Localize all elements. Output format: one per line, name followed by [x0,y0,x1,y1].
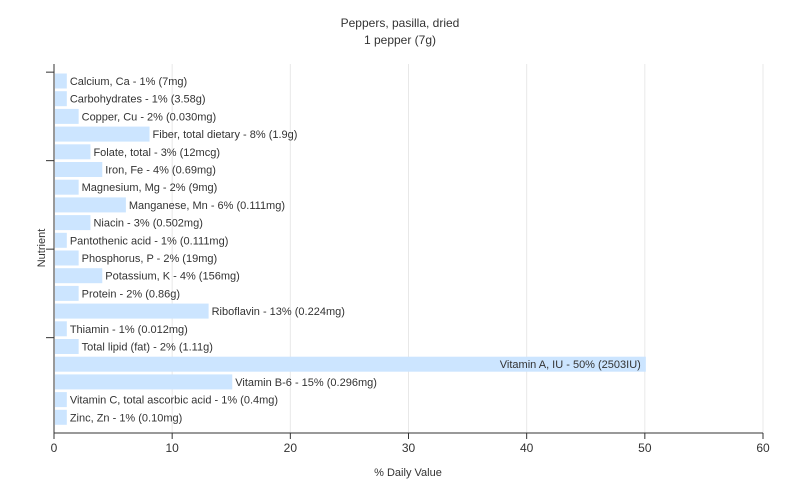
bar-data-label: Riboflavin - 13% (0.224mg) [212,306,345,318]
bar [55,91,67,107]
x-tick-label: 20 [284,441,298,455]
bar-data-label: Phosphorus, P - 2% (19mg) [82,253,218,265]
x-tick-label: 0 [51,441,58,455]
bar [55,250,79,266]
bar-data-label: Vitamin C, total ascorbic acid - 1% (0.4… [70,395,278,407]
bar [55,285,79,301]
chart-title: Peppers, pasilla, dried [341,16,460,30]
bar-data-label: Fiber, total dietary - 8% (1.9g) [153,129,298,141]
bar [55,197,126,213]
bar [55,374,233,390]
bar [55,409,67,425]
bar [55,356,646,372]
bar [55,232,67,248]
bar-data-label: Pantothenic acid - 1% (0.111mg) [70,235,229,247]
bar-data-label: Vitamin A, IU - 50% (2503IU) [500,359,641,371]
x-tick-label: 50 [638,441,652,455]
bar [55,392,67,408]
bar [55,339,79,354]
bar-data-label: Niacin - 3% (0.502mg) [93,218,202,230]
bar [55,215,91,231]
bar-data-label: Thiamin - 1% (0.012mg) [70,324,188,336]
bar-data-label: Folate, total - 3% (12mcg) [93,147,220,159]
bar-data-label: Magnesium, Mg - 2% (9mg) [82,182,218,194]
x-tick-label: 40 [520,441,534,455]
x-tick-label: 10 [165,441,179,455]
bar-data-label: Copper, Cu - 2% (0.030mg) [82,111,217,123]
bar [55,126,150,142]
chart-subtitle: 1 pepper (7g) [364,33,436,47]
x-tick-label: 30 [402,441,416,455]
bar-data-label: Carbohydrates - 1% (3.58g) [70,94,206,106]
bar-data-label: Protein - 2% (0.86g) [82,288,180,300]
bar [55,321,67,337]
bar-data-label: Total lipid (fat) - 2% (1.11g) [82,342,213,354]
bar [55,144,91,160]
bar-data-label: Iron, Fe - 4% (0.69mg) [105,165,216,177]
bar-data-label: Manganese, Mn - 6% (0.111mg) [129,200,285,212]
bar-data-label: Potassium, K - 4% (156mg) [105,271,240,283]
bar [55,73,67,89]
bar [55,179,79,195]
x-axis-title: % Daily Value [374,467,442,479]
bar-data-label: Calcium, Ca - 1% (7mg) [70,76,187,88]
bar [55,162,103,177]
bar [55,303,209,319]
bar [55,268,103,284]
x-tick-label: 60 [756,441,770,455]
bar-data-label: Vitamin B-6 - 15% (0.296mg) [235,377,377,389]
plot-area: Calcium, Ca - 1% (7mg) Carbohydrates - 1%… [46,64,770,455]
bar-data-label: Zinc, Zn - 1% (0.10mg) [70,412,182,424]
y-axis-title: Nutrient [36,229,48,268]
bar [55,108,79,124]
